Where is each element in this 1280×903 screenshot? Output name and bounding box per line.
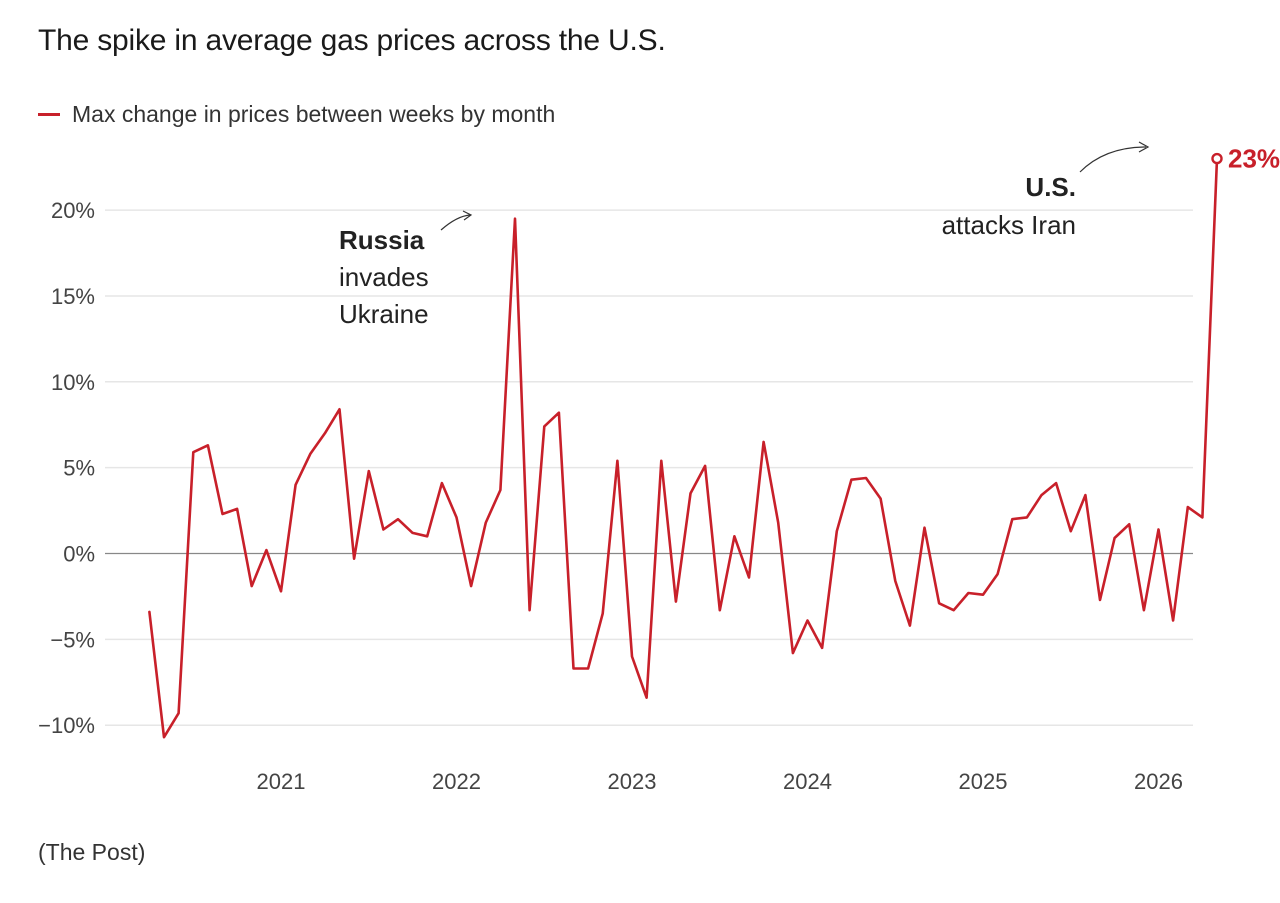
- x-tick-label: 2025: [959, 769, 1008, 794]
- y-tick-label: −5%: [50, 627, 95, 652]
- annotation-russia-bold: Russia: [339, 225, 425, 255]
- annotation-russia-arrow: [440, 214, 471, 231]
- x-tick-label: 2022: [432, 769, 481, 794]
- annotation-us-bold: U.S.: [1025, 172, 1076, 202]
- annotation-russia-arrowhead: [462, 210, 473, 221]
- end-value-label: 23%: [1228, 144, 1280, 174]
- legend-label: Max change in prices between weeks by mo…: [72, 101, 556, 127]
- annotation-russia-line-2: Ukraine: [339, 299, 429, 329]
- annotation-us-arrowhead: [1138, 141, 1150, 153]
- annotation-us-arrow: [1079, 146, 1147, 173]
- annotations: Russia invades Ukraine U.S. attacks Iran: [339, 141, 1150, 329]
- x-tick-label: 2024: [783, 769, 832, 794]
- y-tick-label: 10%: [51, 370, 95, 395]
- series-line: [148, 157, 1219, 739]
- annotation-us-line-1: attacks Iran: [942, 210, 1076, 240]
- source-note: (The Post): [38, 839, 146, 865]
- legend-swatch: [38, 113, 60, 116]
- y-tick-label: −10%: [38, 713, 95, 738]
- x-tick-label: 2026: [1134, 769, 1183, 794]
- annotation-russia-line-1: invades: [339, 262, 429, 292]
- end-point-marker: [1211, 152, 1223, 165]
- x-axis-labels: 2021 2022 2023 2024 2025 2026: [257, 769, 1183, 794]
- legend: Max change in prices between weeks by mo…: [38, 101, 555, 128]
- y-axis-labels: 20% 15% 10% 5% 0% −5% −10%: [38, 198, 95, 738]
- x-tick-label: 2023: [608, 769, 657, 794]
- chart-title: The spike in average gas prices across t…: [38, 24, 666, 57]
- y-tick-label: 5%: [63, 456, 95, 481]
- y-tick-label: 0%: [63, 542, 95, 567]
- y-tick-label: 15%: [51, 284, 95, 309]
- x-tick-label: 2021: [257, 769, 306, 794]
- y-tick-label: 20%: [51, 198, 95, 223]
- data-series: 23%: [148, 144, 1280, 739]
